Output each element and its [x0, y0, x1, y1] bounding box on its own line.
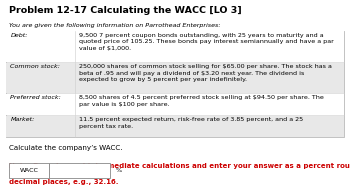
Text: decimal places, e.g., 32.16.: decimal places, e.g., 32.16.: [9, 179, 118, 185]
Text: WACC: WACC: [20, 168, 38, 173]
Text: Market:: Market:: [10, 117, 35, 122]
Text: 8,500 shares of 4.5 percent preferred stock selling at $94.50 per share. The
par: 8,500 shares of 4.5 percent preferred st…: [79, 95, 324, 107]
Bar: [9, 163, 49, 178]
Text: %: %: [116, 168, 122, 173]
Text: Preferred stock:: Preferred stock:: [10, 95, 61, 100]
Text: 11.5 percent expected return, risk-free rate of 3.85 percent, and a 25
percent t: 11.5 percent expected return, risk-free …: [79, 117, 303, 129]
Text: Problem 12-17 Calculating the WACC [LO 3]: Problem 12-17 Calculating the WACC [LO 3…: [9, 6, 241, 16]
Bar: [6, 31, 344, 137]
Bar: [6, 31, 344, 62]
Text: Note: Do not round intermediate calculations and enter your answer as a percent : Note: Do not round intermediate calculat…: [9, 163, 350, 169]
Bar: [49, 163, 110, 178]
Text: 9,500 7 percent coupon bonds outstanding, with 25 years to maturity and a
quoted: 9,500 7 percent coupon bonds outstanding…: [79, 33, 334, 51]
Bar: [6, 63, 344, 93]
Bar: [6, 116, 344, 137]
Text: Common stock:: Common stock:: [10, 64, 60, 69]
Text: Debt:: Debt:: [10, 33, 28, 38]
Text: You are given the following information on Parrothead Enterprises:: You are given the following information …: [9, 23, 220, 28]
Text: 250,000 shares of common stock selling for $65.00 per share. The stock has a
bet: 250,000 shares of common stock selling f…: [79, 64, 332, 82]
Bar: [6, 94, 344, 115]
Text: Calculate the company’s WACC.: Calculate the company’s WACC.: [9, 145, 122, 151]
